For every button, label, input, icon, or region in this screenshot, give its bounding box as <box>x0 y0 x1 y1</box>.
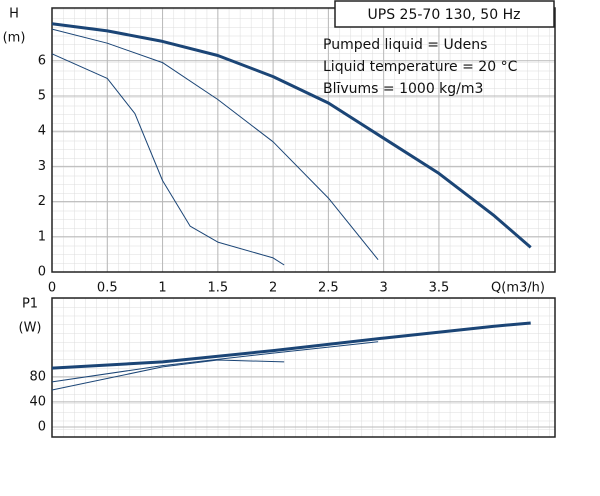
y-axis-unit: (m) <box>3 31 26 46</box>
annotation: Pumped liquid = Udens <box>323 37 487 53</box>
y-tick-label: 80 <box>29 369 46 384</box>
x-tick-label: 1.5 <box>207 281 228 296</box>
x-tick-label: 0.5 <box>97 281 118 296</box>
x-tick-label: 1 <box>158 281 166 296</box>
y-tick-label: 3 <box>38 159 46 174</box>
y-tick-label: 40 <box>29 394 46 409</box>
y-tick-label: 5 <box>38 89 46 104</box>
curve <box>51 53 285 266</box>
annotation: Blīvums = 1000 kg/m3 <box>323 81 483 97</box>
y-axis-label: H <box>9 7 19 22</box>
y-tick-label: 0 <box>38 265 46 280</box>
annotation: Liquid temperature = 20 °C <box>323 59 518 75</box>
curve <box>51 321 531 370</box>
x-tick-label: 3 <box>380 281 388 296</box>
x-axis-label: Q(m3/h) <box>491 281 545 296</box>
y-tick-label: 6 <box>38 53 46 68</box>
curve <box>51 359 285 391</box>
curve <box>51 28 379 261</box>
x-tick-label: 2.5 <box>318 281 339 296</box>
y-tick-label: 1 <box>38 229 46 244</box>
curve <box>51 341 379 383</box>
y-axis-unit: (W) <box>19 321 42 336</box>
y-tick-label: 4 <box>38 124 46 139</box>
y-tick-label: 2 <box>38 194 46 209</box>
y-axis-label: P1 <box>22 297 38 312</box>
plot-area <box>52 8 555 272</box>
x-tick-label: 3.5 <box>429 281 450 296</box>
chart-title: UPS 25-70 130, 50 Hz <box>368 7 521 23</box>
x-tick-label: 0 <box>48 281 56 296</box>
title-box <box>334 0 555 28</box>
y-tick-label: 0 <box>38 419 46 434</box>
curve <box>51 22 532 249</box>
x-tick-label: 2 <box>269 281 277 296</box>
plot-area <box>52 298 555 437</box>
plot-frame <box>51 7 556 273</box>
